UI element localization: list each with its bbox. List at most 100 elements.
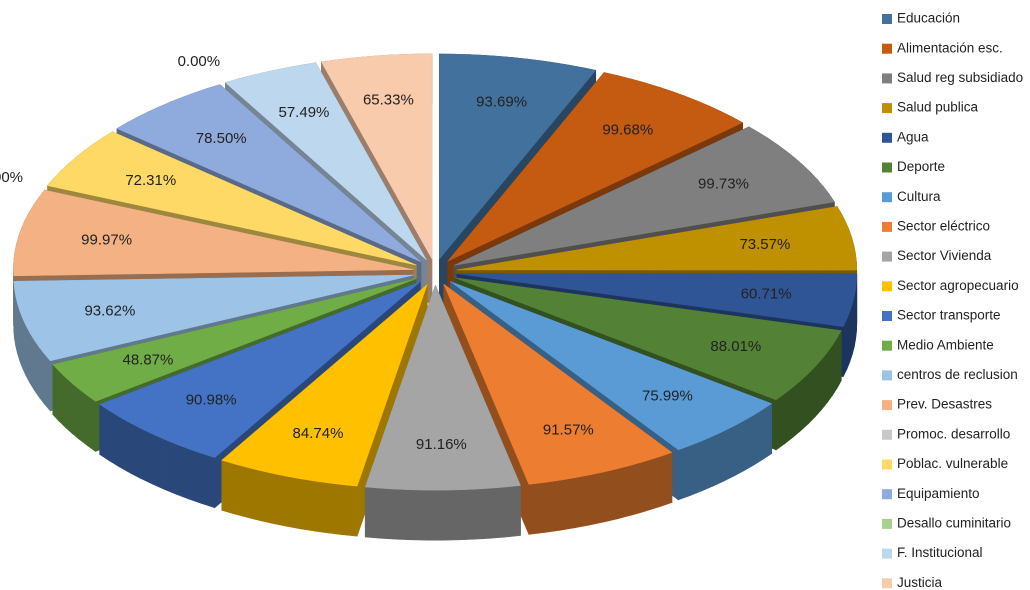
slice-top	[450, 281, 773, 451]
slice-side	[201, 453, 216, 509]
data-label: 73.57%	[739, 236, 790, 253]
data-label: 88.01%	[710, 338, 761, 355]
data-label: 65.33%	[363, 92, 414, 109]
slice-side	[380, 487, 397, 540]
legend-swatch	[882, 400, 892, 411]
data-label: 99.68%	[602, 122, 653, 139]
slice-top	[447, 72, 744, 262]
slice-side	[44, 353, 51, 412]
legend-label: Deporte	[897, 159, 945, 174]
slice-side	[821, 351, 828, 411]
legend-label: Poblac. vulnerable	[897, 456, 1008, 471]
slice-side	[33, 339, 40, 398]
slice-side	[743, 414, 754, 472]
slice-side	[543, 480, 560, 533]
slice-side	[273, 473, 288, 527]
legend-swatch	[882, 251, 892, 262]
legend-swatch	[882, 132, 892, 143]
slice-side	[603, 468, 619, 523]
slice-side	[678, 445, 691, 501]
data-label: 78.50%	[196, 130, 247, 147]
slice-side	[775, 392, 786, 451]
slice-top	[13, 274, 414, 362]
slice-top	[47, 131, 417, 266]
legend-swatch	[882, 578, 892, 589]
legend-label: centros de reclusion	[897, 367, 1018, 382]
data-label: 75.99%	[642, 387, 693, 404]
slice-side	[342, 484, 358, 537]
legend-swatch	[882, 489, 892, 500]
data-label: 93.69%	[476, 93, 527, 110]
legend-label: Justicia	[897, 575, 943, 590]
legend-swatch	[882, 548, 892, 559]
legend-swatch	[882, 311, 892, 321]
slice-side	[38, 346, 45, 405]
legend-swatch	[882, 429, 892, 440]
data-label: 0.00%	[178, 53, 221, 70]
legend-swatch	[882, 192, 892, 203]
slice-side	[846, 311, 851, 370]
slice-side	[784, 386, 794, 445]
slice-top	[364, 284, 521, 491]
legend-label: Sector agropecuario	[897, 278, 1019, 293]
legend-swatch	[882, 340, 892, 351]
slice-top	[221, 283, 428, 487]
slice-side	[631, 460, 646, 516]
slice-top	[454, 277, 842, 401]
slice-side	[807, 366, 816, 425]
slice-side	[442, 489, 459, 541]
slice-side	[645, 456, 660, 512]
slice-top	[99, 281, 421, 458]
legend-swatch	[882, 73, 892, 84]
slice-side	[458, 488, 475, 541]
legend-swatch	[882, 459, 892, 470]
slice-side	[836, 329, 842, 390]
slice-side	[792, 379, 802, 438]
data-label: 90.98%	[186, 391, 237, 408]
slice-side	[260, 470, 274, 525]
slice-side	[328, 482, 344, 536]
legend-label: Agua	[897, 129, 929, 144]
legend-swatch	[882, 103, 892, 114]
slice-side	[528, 482, 545, 535]
legend-label: Equipamiento	[897, 486, 980, 501]
slice-side	[800, 373, 809, 432]
slice-side	[558, 477, 575, 531]
slice-side	[753, 408, 764, 466]
slice-side	[25, 325, 31, 383]
slice-side	[151, 433, 165, 490]
slice-top	[13, 189, 414, 277]
data-label: 93.62%	[84, 303, 135, 320]
slice-side	[617, 464, 633, 520]
slice-side	[29, 331, 35, 392]
slice-side	[286, 476, 302, 530]
data-label: 84.74%	[293, 425, 344, 442]
slice-top	[52, 278, 417, 402]
data-label: 48.87%	[122, 351, 173, 368]
slice-side	[411, 489, 428, 541]
legend-label: Salud publica	[897, 100, 979, 115]
data-label: 91.57%	[543, 422, 594, 439]
slice	[364, 284, 521, 541]
slice-side	[573, 474, 590, 529]
data-label: 0.00%	[0, 169, 23, 186]
legend-swatch	[882, 14, 892, 24]
slice-side	[826, 344, 833, 404]
legend-swatch	[882, 281, 892, 292]
slice-side	[762, 403, 772, 461]
data-label: 72.31%	[125, 172, 176, 189]
slice-side	[300, 478, 315, 532]
slice-side	[588, 471, 604, 526]
data-label: 99.97%	[81, 231, 132, 248]
slice-side	[489, 486, 506, 539]
slice-top	[456, 206, 857, 271]
slice-top	[443, 283, 673, 485]
slice-side	[163, 438, 177, 495]
legend-label: Salud reg subsidiado	[897, 70, 1023, 85]
slice-side	[842, 319, 848, 377]
data-label: 99.73%	[698, 176, 749, 193]
legend-swatch	[882, 370, 892, 381]
slice-side	[504, 485, 521, 538]
slice-top	[453, 126, 835, 266]
legend-label: Promoc. desarrollo	[897, 426, 1010, 441]
